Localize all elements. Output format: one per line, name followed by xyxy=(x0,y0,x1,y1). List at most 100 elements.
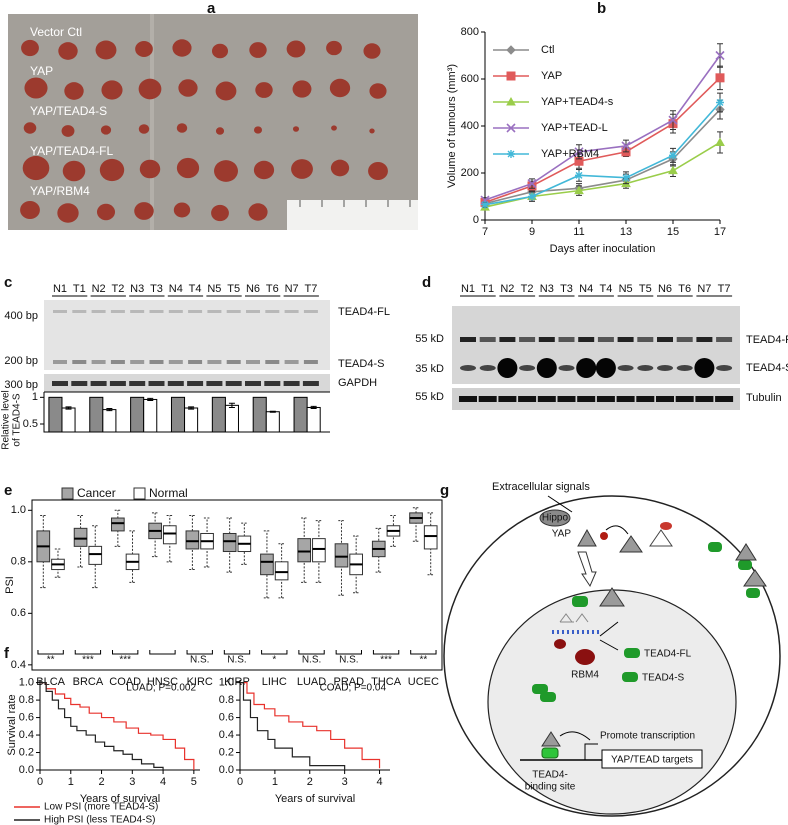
blot-band xyxy=(536,358,557,378)
survival-curve xyxy=(240,682,381,769)
gel-band xyxy=(149,360,164,364)
x-tick-label: 15 xyxy=(667,226,679,238)
tumour xyxy=(138,124,150,134)
bracket xyxy=(223,650,251,655)
bar xyxy=(184,407,199,433)
panel-letter: f xyxy=(4,645,10,662)
whisker xyxy=(241,522,248,565)
x-axis-label: Years of survival xyxy=(275,793,355,805)
gel-band xyxy=(226,310,241,313)
rbm4 xyxy=(575,649,595,665)
y-tick-label: 1 xyxy=(32,391,38,403)
size-marker: 300 bp xyxy=(4,379,38,391)
bracket xyxy=(410,650,437,655)
gel-band xyxy=(303,360,318,364)
tead xyxy=(622,672,638,682)
gel-band xyxy=(71,381,88,386)
tumour xyxy=(58,42,78,60)
yap xyxy=(735,543,757,561)
lane-label: N3 xyxy=(130,283,144,295)
arrow xyxy=(577,551,597,588)
diagram-label: YAP xyxy=(552,529,572,540)
lane-label: N5 xyxy=(207,283,221,295)
target-box xyxy=(601,749,703,769)
gel-band xyxy=(130,310,145,313)
x-tick-label: 13 xyxy=(620,226,632,238)
legend-label: Cancer xyxy=(77,486,116,500)
legend-label: YAP+RBM4 xyxy=(541,148,599,160)
gel-band xyxy=(207,360,222,364)
band-label: GAPDH xyxy=(338,377,377,389)
gel-band xyxy=(129,381,146,386)
y-tick-label: 0.6 xyxy=(219,711,234,723)
blot-band xyxy=(716,337,733,342)
tumour xyxy=(368,161,388,181)
arrow xyxy=(605,525,629,535)
bar xyxy=(211,396,226,433)
gel-band xyxy=(53,360,67,364)
lane-label: T5 xyxy=(227,283,240,295)
box xyxy=(185,530,200,550)
rbm4 xyxy=(554,639,566,649)
yap-degraded xyxy=(649,529,673,547)
blot-band xyxy=(497,358,518,378)
blot-band xyxy=(597,337,614,342)
panel-letter: d xyxy=(422,274,431,291)
gel-band xyxy=(188,310,203,313)
x-tick-label: 9 xyxy=(529,226,535,238)
marker xyxy=(507,150,515,158)
legend-label: YAP+TEAD-L xyxy=(541,122,608,134)
phospho xyxy=(660,522,672,530)
whisker xyxy=(92,525,99,589)
blot-band xyxy=(518,396,537,402)
x-axis-label: Days after inoculation xyxy=(550,243,656,255)
gel-band xyxy=(246,360,260,364)
blot-band xyxy=(657,365,673,371)
x-tick-label: LUAD xyxy=(297,676,326,688)
tumour xyxy=(96,203,116,221)
panel-letter: e xyxy=(4,482,12,499)
lane-label: N6 xyxy=(246,283,260,295)
blot-band xyxy=(676,365,693,371)
legend-label: Ctl xyxy=(541,44,554,56)
blot-band xyxy=(538,337,555,342)
x-tick-label: BLCA xyxy=(36,676,65,688)
x-tick-label: 2 xyxy=(98,776,104,788)
marker xyxy=(715,73,725,83)
gel-band xyxy=(130,360,145,364)
lane-label: T4 xyxy=(599,283,612,295)
y-axis-label: Survival rate xyxy=(6,694,18,755)
tumour xyxy=(176,157,200,179)
diagram-label: TEAD4-S xyxy=(642,673,685,684)
lane-label: T7 xyxy=(304,283,317,295)
y-tick-label: 0.8 xyxy=(19,694,34,706)
box xyxy=(88,545,103,565)
band-label: TEAD4-S xyxy=(746,362,788,374)
lane-label: T6 xyxy=(678,283,691,295)
blot-band xyxy=(576,358,597,378)
bracket xyxy=(372,650,400,655)
lane-label: T2 xyxy=(521,283,534,295)
row-label: Vector Ctl xyxy=(30,25,82,39)
row-label: YAP/TEAD4-S xyxy=(30,104,107,118)
blot-band xyxy=(519,337,536,342)
bracket xyxy=(186,650,213,655)
x-tick-label: 4 xyxy=(160,776,166,788)
blot-band xyxy=(616,396,635,402)
tead xyxy=(541,747,559,759)
gel-band xyxy=(265,310,280,313)
blot-band xyxy=(617,365,634,371)
whisker xyxy=(412,507,420,542)
marker xyxy=(715,137,725,146)
blot-band xyxy=(675,396,694,402)
box xyxy=(111,517,125,532)
lane-label: T6 xyxy=(266,283,279,295)
significance: N.S. xyxy=(302,655,321,666)
bracket xyxy=(37,650,64,655)
band-label: Tubulin xyxy=(746,392,782,404)
gel-band xyxy=(225,381,242,386)
y-tick-label: 0.0 xyxy=(219,764,234,776)
marker xyxy=(622,173,630,182)
tumour xyxy=(101,80,123,100)
band-label: TEAD4-FL xyxy=(338,306,390,318)
